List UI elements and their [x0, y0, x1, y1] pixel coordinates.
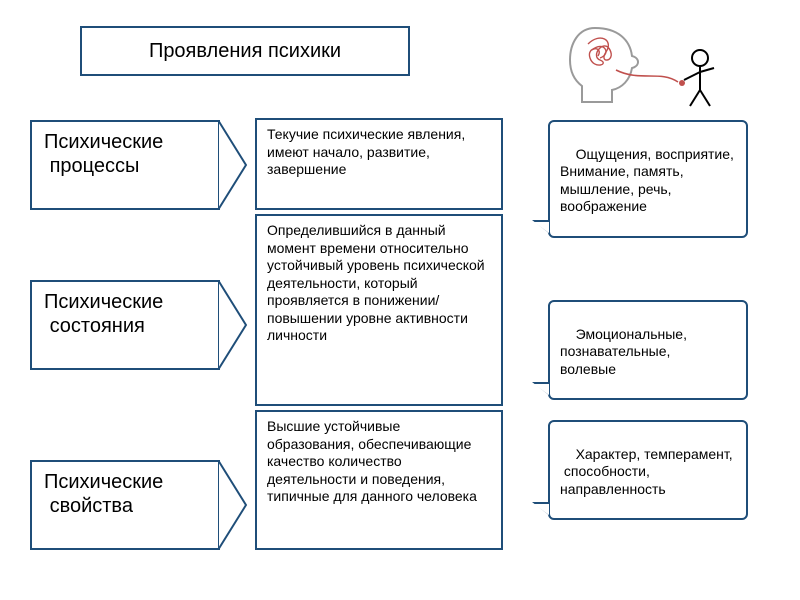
title-text: Проявления психики — [149, 39, 341, 64]
category-text: Психические свойства — [36, 466, 216, 522]
examples-properties: Характер, темперамент, способности, напр… — [548, 420, 748, 520]
category-properties: Психические свойства — [30, 460, 220, 550]
examples-text: Эмоциональные, познавательные, волевые — [560, 326, 691, 377]
description-properties: Высшие устойчивые образования, обеспечив… — [255, 410, 503, 550]
category-processes: Психические процессы — [30, 120, 220, 210]
title-box: Проявления психики — [80, 26, 410, 76]
category-states: Психические состояния — [30, 280, 220, 370]
category-text: Психические состояния — [36, 286, 216, 342]
description-processes: Текучие психические явления, имеют начал… — [255, 118, 503, 210]
description-text: Текучие психические явления, имеют начал… — [267, 126, 465, 177]
examples-states: Эмоциональные, познавательные, волевые — [548, 300, 748, 400]
examples-processes: Ощущения, восприятие, Внимание, память, … — [548, 120, 748, 238]
illustration — [560, 10, 740, 115]
description-text: Определившийся в данный момент времени о… — [267, 222, 485, 343]
description-text: Высшие устойчивые образования, обеспечив… — [267, 418, 477, 504]
category-text: Психические процессы — [36, 126, 216, 182]
examples-text: Ощущения, восприятие, Внимание, память, … — [560, 146, 734, 215]
examples-text: Характер, темперамент, способности, напр… — [560, 446, 733, 497]
description-states: Определившийся в данный момент времени о… — [255, 214, 503, 406]
diagram-canvas: Проявления психики — [0, 0, 800, 600]
